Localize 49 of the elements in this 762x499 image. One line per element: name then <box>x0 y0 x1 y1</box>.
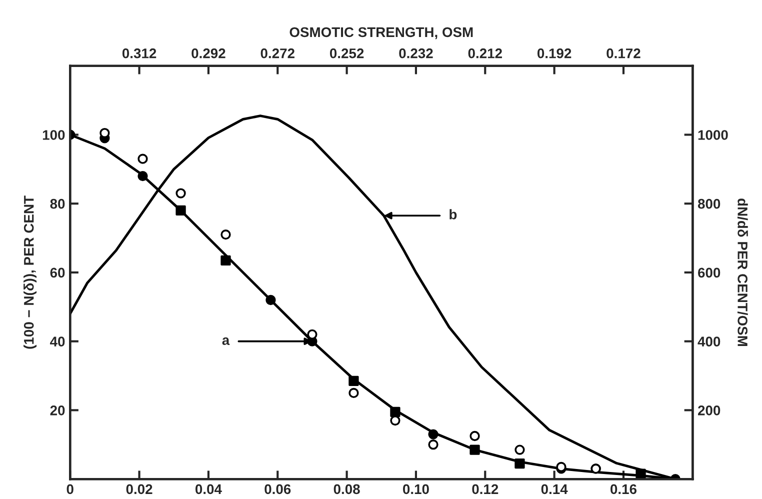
y2-tick-label: 600 <box>698 268 720 278</box>
point <box>138 154 148 164</box>
point <box>470 444 480 455</box>
x-tick-label: 0.04 <box>195 484 222 494</box>
x2-tick-label: 0.232 <box>399 48 433 58</box>
point <box>348 388 359 398</box>
point <box>428 429 438 440</box>
x-tick-label: 0.10 <box>403 484 429 494</box>
x-tick-label: 0 <box>66 484 74 494</box>
x2-axis-title: OSMOTIC STRENGTH, OSM <box>290 27 473 40</box>
x2-tick-label: 0.192 <box>537 48 572 58</box>
y-axis-title: (100 − N(δ)), PER CENT <box>24 196 37 349</box>
point <box>348 376 359 386</box>
x-tick-label: 0.14 <box>541 484 568 494</box>
x2-tick-label: 0.172 <box>606 48 640 58</box>
y2-tick-label: 1000 <box>698 130 728 140</box>
y2-tick-label: 800 <box>698 198 720 209</box>
y2-tick-label: 200 <box>698 406 720 416</box>
x-tick-label: 0.08 <box>334 484 360 494</box>
y-tick-label: 80 <box>50 198 65 209</box>
x-tick-label: 0.02 <box>126 484 152 494</box>
point <box>390 406 400 417</box>
point <box>514 458 525 469</box>
point <box>266 294 276 306</box>
y-tick-label: 20 <box>50 406 65 416</box>
y-tick-label: 60 <box>50 268 65 278</box>
point <box>428 440 438 450</box>
x-tick-label: 0.16 <box>610 484 636 494</box>
point <box>514 444 525 455</box>
point <box>220 255 231 266</box>
x2-tick-label: 0.272 <box>260 48 294 58</box>
point <box>307 329 318 340</box>
annotation: b <box>450 209 457 220</box>
y-tick-label: 40 <box>50 336 65 346</box>
x2-tick-label: 0.212 <box>468 48 502 58</box>
point <box>176 205 186 216</box>
x2-tick-label: 0.292 <box>192 48 226 58</box>
x2-tick-label: 0.312 <box>122 48 156 58</box>
point <box>176 188 186 198</box>
x2-tick-label: 0.252 <box>330 48 364 58</box>
point <box>470 430 480 442</box>
y2-axis-title: dN/dδ PER CENT/OSM <box>738 198 748 346</box>
annotation: a <box>222 337 230 346</box>
point <box>138 170 148 182</box>
y-tick-label: 100 <box>42 130 65 140</box>
y2-tick-label: 400 <box>698 336 720 346</box>
x-tick-label: 0.06 <box>264 484 291 494</box>
x-tick-label: 0.12 <box>472 484 498 494</box>
point <box>220 230 231 240</box>
